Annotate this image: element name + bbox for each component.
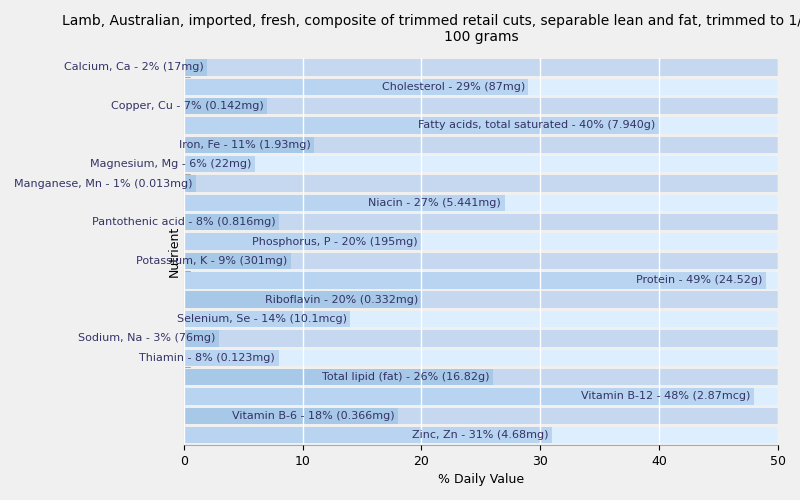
Bar (184, 194, 778, 211)
Text: Protein - 49% (24.52g): Protein - 49% (24.52g) (636, 276, 762, 285)
Bar (184, 214, 778, 230)
Bar (184, 98, 778, 114)
Text: Sodium, Na - 3% (76mg): Sodium, Na - 3% (76mg) (78, 334, 216, 344)
Bar (184, 388, 754, 404)
Bar (184, 194, 505, 211)
Text: Calcium, Ca - 2% (17mg): Calcium, Ca - 2% (17mg) (64, 62, 204, 72)
X-axis label: % Daily Value: % Daily Value (438, 473, 524, 486)
Bar (184, 78, 529, 95)
Bar (184, 98, 267, 114)
Text: Zinc, Zn - 31% (4.68mg): Zinc, Zn - 31% (4.68mg) (412, 430, 549, 440)
Bar (184, 330, 219, 346)
Bar (184, 234, 778, 250)
Bar (184, 136, 778, 153)
Text: Niacin - 27% (5.441mg): Niacin - 27% (5.441mg) (368, 198, 501, 208)
Bar (184, 59, 778, 76)
Text: Copper, Cu - 7% (0.142mg): Copper, Cu - 7% (0.142mg) (110, 101, 263, 111)
Bar (184, 252, 778, 269)
Text: Iron, Fe - 11% (1.93mg): Iron, Fe - 11% (1.93mg) (179, 140, 311, 150)
Text: Thiamin - 8% (0.123mg): Thiamin - 8% (0.123mg) (139, 352, 275, 362)
Bar (184, 369, 493, 386)
Bar (184, 118, 659, 134)
Bar (184, 369, 778, 386)
Bar (184, 176, 778, 192)
Bar (184, 234, 422, 250)
Bar (184, 388, 778, 404)
Text: Pantothenic acid - 8% (0.816mg): Pantothenic acid - 8% (0.816mg) (92, 218, 275, 228)
Text: Total lipid (fat) - 26% (16.82g): Total lipid (fat) - 26% (16.82g) (322, 372, 490, 382)
Bar (184, 311, 778, 328)
Bar (184, 136, 314, 153)
Text: Vitamin B-6 - 18% (0.366mg): Vitamin B-6 - 18% (0.366mg) (231, 411, 394, 421)
Text: Potassium, K - 9% (301mg): Potassium, K - 9% (301mg) (136, 256, 287, 266)
Bar (184, 311, 350, 328)
Bar (184, 156, 778, 172)
Bar (184, 408, 778, 424)
Text: Phosphorus, P - 20% (195mg): Phosphorus, P - 20% (195mg) (252, 236, 418, 246)
Bar (184, 350, 279, 366)
Text: Magnesium, Mg - 6% (22mg): Magnesium, Mg - 6% (22mg) (90, 159, 251, 169)
Bar (184, 427, 552, 444)
Bar (184, 176, 195, 192)
Bar (184, 292, 422, 308)
Text: Manganese, Mn - 1% (0.013mg): Manganese, Mn - 1% (0.013mg) (14, 178, 192, 188)
Text: Vitamin B-12 - 48% (2.87mcg): Vitamin B-12 - 48% (2.87mcg) (582, 392, 750, 402)
Bar (184, 408, 398, 424)
Text: Fatty acids, total saturated - 40% (7.940g): Fatty acids, total saturated - 40% (7.94… (418, 120, 656, 130)
Bar (184, 214, 279, 230)
Text: Cholesterol - 29% (87mg): Cholesterol - 29% (87mg) (382, 82, 525, 92)
Text: Riboflavin - 20% (0.332mg): Riboflavin - 20% (0.332mg) (265, 294, 418, 304)
Bar (184, 59, 207, 76)
Bar (184, 350, 778, 366)
Bar (184, 272, 766, 288)
Text: Selenium, Se - 14% (10.1mcg): Selenium, Se - 14% (10.1mcg) (177, 314, 346, 324)
Bar (184, 330, 778, 346)
Bar (184, 272, 778, 288)
Bar (184, 292, 778, 308)
Bar (184, 78, 778, 95)
Title: Lamb, Australian, imported, fresh, composite of trimmed retail cuts, separable l: Lamb, Australian, imported, fresh, compo… (62, 14, 800, 44)
Bar (184, 118, 778, 134)
Bar (184, 252, 290, 269)
Bar (184, 427, 778, 444)
Y-axis label: Nutrient: Nutrient (168, 226, 181, 277)
Bar (184, 156, 255, 172)
